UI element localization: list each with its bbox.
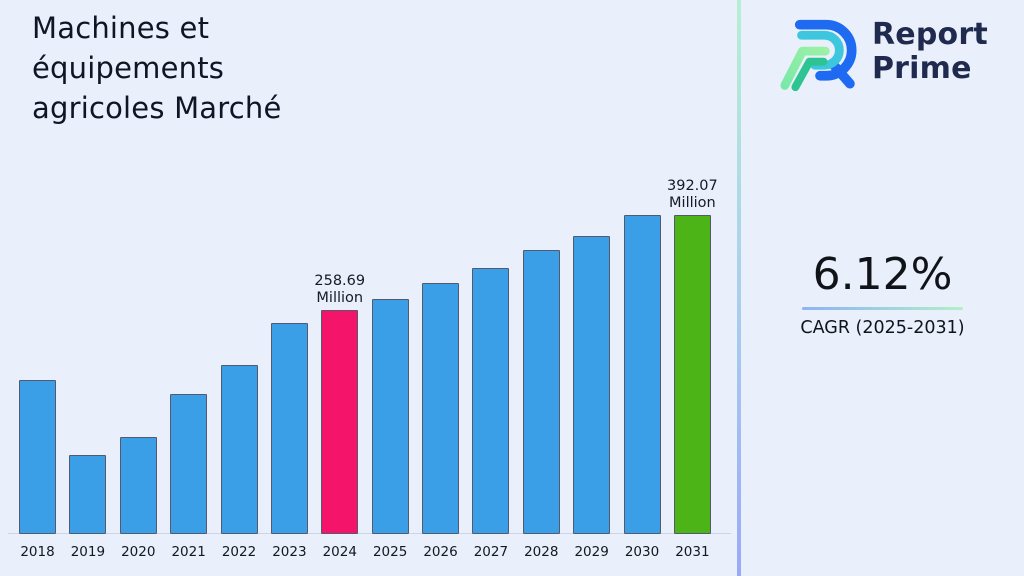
bar-2028: [522, 250, 560, 534]
page-title-line-2: équipements: [32, 51, 225, 85]
bar-2019: [69, 455, 107, 534]
bar-column-2029: 2029: [573, 178, 611, 560]
x-tick-label-2025: 2025: [372, 544, 408, 560]
bars-container: 2018 2019 2020 2021 2022 2023 258.69 Million 202…: [19, 178, 718, 560]
bar-column-2020: 2020: [119, 178, 157, 560]
x-tick-label-2028: 2028: [524, 544, 559, 560]
x-tick-label-2024: 2024: [322, 544, 357, 560]
x-tick-label-2022: 2022: [221, 544, 257, 560]
brand-name: Report Prime: [872, 18, 988, 86]
x-tick-label-2019: 2019: [70, 544, 106, 560]
bar-2030: [623, 215, 661, 534]
x-axis-line: [8, 533, 731, 534]
x-tick-label-2026: 2026: [423, 544, 458, 560]
bar-value-label-2031: 392.07 Million: [667, 178, 718, 211]
bar-column-2025: 2025: [371, 178, 409, 560]
report-prime-logo-icon: [780, 19, 857, 92]
bar-column-2018: 2018: [19, 178, 56, 560]
cagr-value: 6.12%: [812, 249, 953, 300]
bar-2022: [220, 365, 258, 534]
bar-2029: [573, 236, 611, 534]
bar-2020: [119, 437, 157, 534]
bar-column-2030: 2030: [623, 178, 661, 560]
bar-2024: [321, 310, 359, 534]
bar-column-2019: 2019: [69, 178, 107, 560]
bar-2021: [170, 394, 208, 534]
x-tick-label-2018: 2018: [20, 544, 55, 560]
x-tick-label-2029: 2029: [574, 544, 609, 560]
x-tick-label-2027: 2027: [473, 544, 509, 560]
bar-2026: [422, 283, 459, 534]
bar-column-2028: 2028: [522, 178, 560, 560]
bar-column-2031: 392.07 Million 2031: [667, 178, 718, 560]
bar-2018: [19, 380, 56, 534]
bar-column-2027: 2027: [472, 178, 510, 560]
brand-name-line-2: Prime: [872, 51, 972, 86]
bar-2031: [673, 215, 711, 534]
bar-column-2023: 2023: [270, 178, 308, 560]
page-title-line-3: agricoles Marché: [32, 91, 282, 125]
bar-column-2021: 2021: [170, 178, 208, 560]
panel-divider: [737, 0, 741, 576]
cagr-label: CAGR (2025-2031): [800, 318, 965, 338]
bar-column-2026: 2026: [422, 178, 459, 560]
bar-2027: [472, 268, 510, 534]
cagr-underline: [802, 307, 963, 310]
bar-column-2024: 258.69 Million 2024: [314, 178, 365, 560]
x-tick-label-2020: 2020: [121, 544, 156, 560]
x-tick-label-2021: 2021: [171, 544, 206, 560]
bar-2023: [270, 323, 308, 534]
cagr-panel: 6.12% CAGR (2025-2031): [741, 249, 1024, 339]
bar-column-2022: 2022: [220, 178, 258, 560]
page-title-line-1: Machines et: [32, 11, 210, 45]
brand-name-line-1: Report: [872, 17, 988, 52]
bar-chart: 2018 2019 2020 2021 2022 2023 258.69 Million 202…: [8, 178, 731, 560]
x-tick-label-2023: 2023: [272, 544, 307, 560]
bar-2025: [371, 299, 409, 534]
x-tick-label-2030: 2030: [624, 544, 660, 560]
page-title: Machines et équipements agricoles Marché: [32, 8, 282, 128]
x-tick-label-2031: 2031: [675, 544, 710, 560]
brand-logo: Report Prime: [776, 10, 988, 94]
bar-value-label-2024: 258.69 Million: [314, 273, 366, 306]
